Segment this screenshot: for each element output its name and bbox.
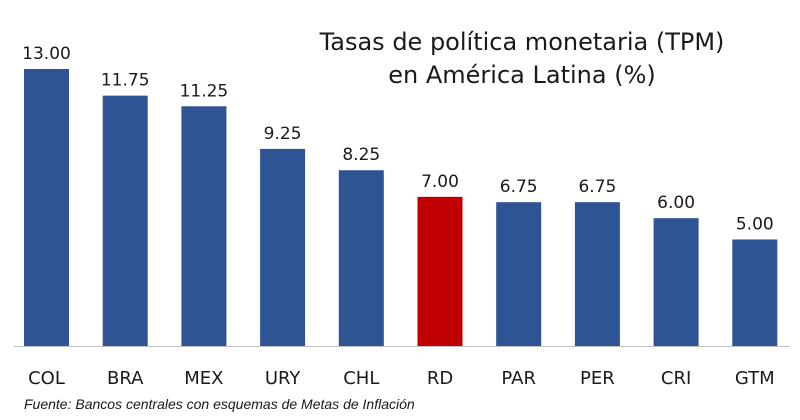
value-label-gtm: 5.00 xyxy=(736,214,774,234)
category-label-par: PAR xyxy=(501,368,536,389)
category-label-bra: BRA xyxy=(107,368,144,389)
category-label-rd: RD xyxy=(427,368,453,389)
chart-title-line-1: Tasas de política monetaria (TPM) xyxy=(319,28,725,56)
category-label-per: PER xyxy=(580,368,615,389)
value-label-par: 6.75 xyxy=(500,177,538,197)
source-note: Fuente: Bancos centrales con esquemas de… xyxy=(24,396,415,412)
value-label-bra: 11.75 xyxy=(101,71,150,91)
category-label-cri: CRI xyxy=(661,368,691,389)
value-label-chl: 8.25 xyxy=(342,145,380,165)
value-label-per: 6.75 xyxy=(578,177,616,197)
value-label-ury: 9.25 xyxy=(264,124,302,144)
value-label-mex: 11.25 xyxy=(180,81,229,101)
bar-gtm xyxy=(732,239,778,346)
category-label-mex: MEX xyxy=(184,368,223,389)
bar-mex xyxy=(181,106,227,347)
value-label-col: 13.00 xyxy=(22,44,71,64)
bar-chl xyxy=(338,170,384,346)
value-label-rd: 7.00 xyxy=(421,172,459,192)
category-label-chl: CHL xyxy=(343,368,379,389)
bar-par xyxy=(496,202,542,346)
value-label-cri: 6.00 xyxy=(657,193,695,213)
bar-ury xyxy=(260,148,306,346)
category-label-col: COL xyxy=(28,368,65,389)
bar-col xyxy=(24,69,69,346)
bar-rd xyxy=(417,196,463,346)
chart-title: Tasas de política monetaria (TPM) en Amé… xyxy=(262,26,782,92)
bar-cri xyxy=(653,218,699,346)
category-label-ury: URY xyxy=(265,368,302,389)
bar-bra xyxy=(102,95,148,346)
bar-per xyxy=(574,202,620,346)
chart-title-line-2: en América Latina (%) xyxy=(388,61,656,89)
category-label-gtm: GTM xyxy=(735,368,775,389)
